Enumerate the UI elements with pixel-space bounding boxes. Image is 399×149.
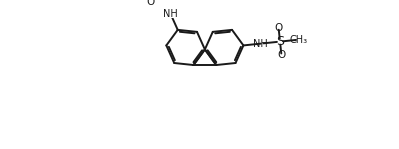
Text: S: S [159,0,167,3]
Text: O: O [277,50,286,60]
Text: S: S [276,35,284,48]
Text: NH: NH [253,39,268,49]
Text: NH: NH [163,9,178,19]
Text: O: O [275,23,283,33]
Text: CH₃: CH₃ [289,35,307,45]
Text: O: O [146,0,154,7]
